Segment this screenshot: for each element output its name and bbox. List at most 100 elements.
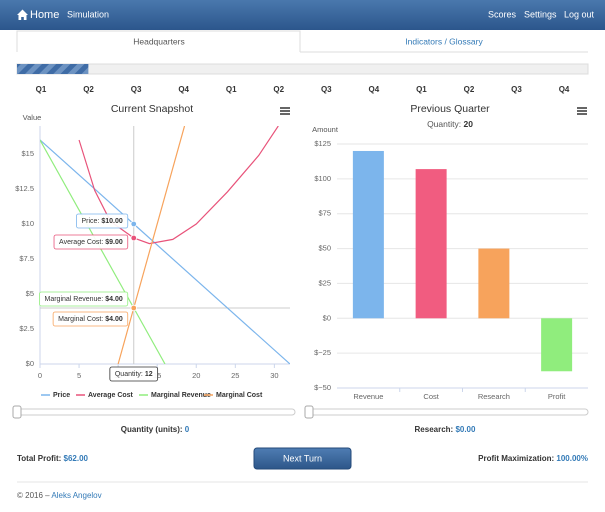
nav-brand[interactable]: Home	[30, 9, 59, 21]
tooltip-box	[39, 291, 129, 307]
quarter-label: Q4	[559, 85, 570, 94]
quarter-label: Q4	[369, 85, 380, 94]
series-line	[40, 139, 166, 364]
slider-track[interactable]	[306, 408, 589, 416]
bar	[415, 169, 447, 319]
value: $0.00	[455, 425, 476, 434]
slider-track[interactable]	[16, 408, 296, 416]
tooltip: Marginal Cost: $4.00	[58, 316, 123, 323]
y-tick-label: $125	[314, 139, 331, 148]
tab[interactable]: Indicators / Glossary	[405, 36, 483, 46]
x-tick-label: Revenue	[353, 392, 383, 401]
quarter-label: Q1	[226, 85, 237, 94]
research-control: Research: $0.00	[415, 425, 476, 434]
bar	[352, 150, 384, 319]
quarter-label: Q2	[83, 85, 94, 94]
quarter-label: Q3	[511, 85, 522, 94]
y-tick-label: $−50	[314, 383, 331, 392]
progress-track	[16, 63, 589, 75]
tooltip-value: 12	[145, 371, 153, 378]
legend-label: Price	[53, 392, 70, 399]
y-tick-label: $10	[21, 219, 34, 228]
tooltip-box	[53, 234, 129, 250]
value: $62.00	[64, 454, 89, 463]
next-turn-button[interactable]	[253, 447, 352, 470]
tooltip: Average Cost: $9.00	[59, 239, 123, 246]
tooltip-value: $10.00	[101, 218, 123, 225]
label: Profit Maximization:	[478, 454, 554, 463]
marker	[130, 304, 137, 312]
nav-link[interactable]: Settings	[524, 9, 557, 19]
tooltip-label: Marginal Revenue:	[45, 296, 104, 303]
copyright: © 2016 –	[17, 491, 50, 500]
y-tick-label: $75	[318, 209, 331, 218]
total-profit: Total Profit: $62.00	[17, 454, 89, 463]
quarter-label: Q4	[178, 85, 189, 94]
subtitle-value: 20	[463, 119, 473, 129]
x-tick-label: Cost	[423, 392, 439, 401]
legend-label: Average Cost	[88, 392, 134, 399]
chart-subtitle: Quantity: 20	[427, 119, 473, 129]
x-tick-label: Research	[478, 392, 510, 401]
tooltip-value: $4.00	[105, 316, 123, 323]
tooltip-value: $4.00	[105, 296, 123, 303]
tooltip-label: Marginal Cost:	[58, 316, 103, 323]
home-icon[interactable]	[17, 9, 28, 21]
quarter-label: Q2	[464, 85, 475, 94]
navbar	[0, 0, 605, 30]
y-tick-label: $15	[21, 149, 34, 158]
quarter-label: Q3	[131, 85, 142, 94]
y-axis-label: Amount	[312, 125, 339, 134]
bar	[478, 248, 510, 319]
active-tab[interactable]	[16, 30, 301, 52]
quarter-label: Q1	[36, 85, 47, 94]
legend-label: Marginal Cost	[216, 392, 263, 399]
slider-thumb[interactable]	[12, 405, 22, 419]
tooltip-label: Average Cost:	[59, 239, 103, 246]
subtitle-label: Quantity:	[427, 119, 461, 129]
series-line	[78, 126, 279, 245]
y-tick-label: $100	[314, 174, 331, 183]
legend-label: Marginal Revenue	[151, 392, 211, 399]
tooltip-label: Price:	[81, 218, 99, 225]
chart-title: Current Snapshot	[111, 103, 193, 115]
y-tick-label: $−25	[314, 348, 331, 357]
tooltip-box	[52, 311, 129, 327]
menu-icon[interactable]	[280, 107, 290, 115]
y-tick-label: $2.5	[19, 324, 34, 333]
value: 0	[185, 425, 190, 434]
nav-link[interactable]: Simulation	[67, 9, 109, 19]
author-link[interactable]: Aleks Angelov	[51, 491, 101, 500]
tooltip: Quantity: 12	[115, 371, 153, 378]
marker	[130, 220, 137, 228]
x-tick-label: 0	[38, 371, 42, 380]
menu-icon[interactable]	[577, 107, 587, 115]
tab[interactable]: Headquarters	[133, 36, 185, 46]
quarter-label: Q2	[273, 85, 284, 94]
label: Quantity (units):	[121, 425, 183, 434]
tooltip-label: Quantity:	[115, 371, 143, 378]
quarter-label: Q1	[416, 85, 427, 94]
y-axis-label: Value	[23, 113, 42, 122]
tooltip: Price: $10.00	[81, 218, 122, 225]
series-line	[40, 139, 290, 364]
label: Total Profit:	[17, 454, 61, 463]
y-tick-label: $12.5	[15, 184, 34, 193]
nav-link[interactable]: Log out	[564, 9, 595, 19]
y-tick-label: $7.5	[19, 254, 34, 263]
profit-maximization: Profit Maximization: 100.00%	[478, 454, 588, 463]
quantity-control: Quantity (units): 0	[121, 425, 190, 434]
footer: © 2016 – Aleks Angelov	[17, 491, 102, 500]
tooltip: Marginal Revenue: $4.00	[45, 296, 123, 303]
tooltip-value: $9.00	[105, 239, 123, 246]
nav-link[interactable]: Scores	[488, 9, 517, 19]
slider-thumb[interactable]	[304, 405, 314, 419]
x-tick-label: Profit	[548, 392, 566, 401]
marker	[130, 234, 137, 242]
label: Research:	[415, 425, 454, 434]
value: 100.00%	[556, 454, 588, 463]
chart-title: Previous Quarter	[410, 103, 490, 115]
button-label[interactable]: Next Turn	[283, 453, 322, 463]
